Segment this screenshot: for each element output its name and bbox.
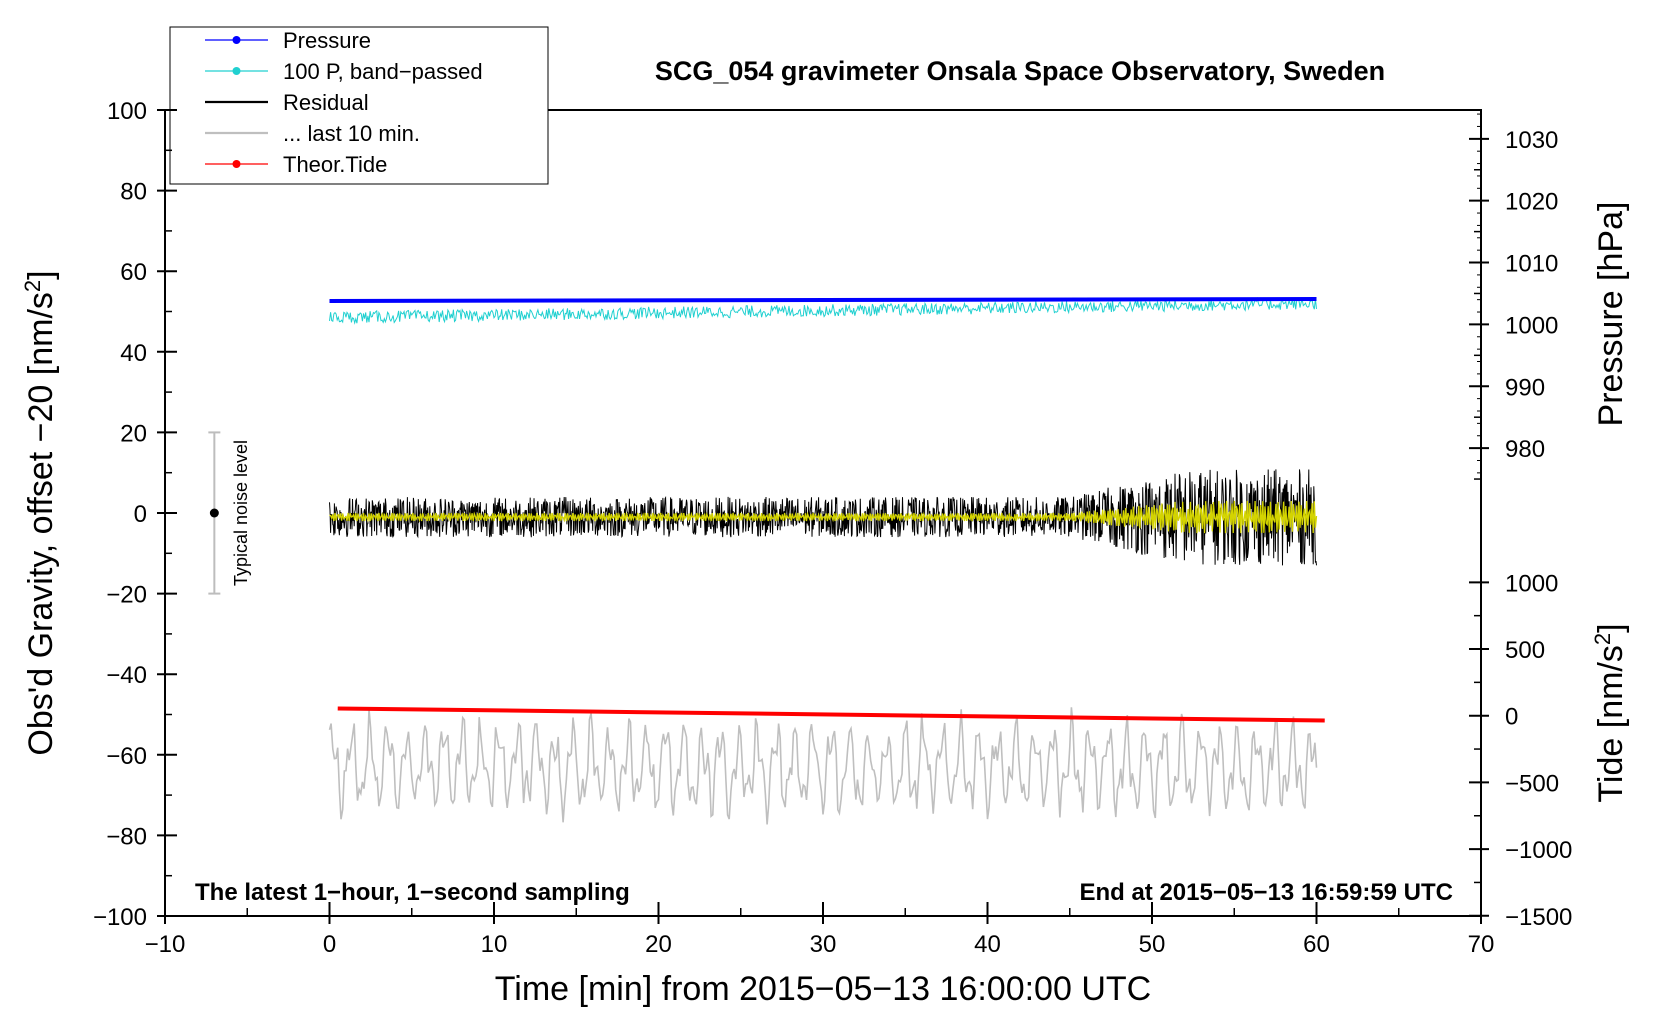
- y-axis: −100 −80 −60 −40 −20 0 20 40 60 80 100: [93, 98, 177, 931]
- y-tick-label: 20: [120, 420, 147, 447]
- pressure-tick-label: 1020: [1505, 189, 1558, 216]
- legend: Pressure 100 P, band−passed Residual ... la…: [169, 26, 549, 185]
- y-tick-label: −80: [106, 823, 147, 850]
- legend-box: [169, 26, 549, 185]
- series-band-passed-pressure: [329, 296, 1317, 325]
- x-tick-label: 20: [645, 931, 672, 958]
- legend-marker: [232, 160, 241, 168]
- pressure-axis: 980 990 1000 1010 1020 1030: [1469, 113, 1558, 480]
- pressure-axis-title: Pressure [hPa]: [1592, 202, 1630, 427]
- x-tick-label: 60: [1303, 931, 1330, 958]
- x-tick-label: 70: [1468, 931, 1495, 958]
- series-pressure: [329, 297, 1317, 304]
- pressure-tick-label: 990: [1505, 374, 1545, 401]
- noise-bar-label: Typical noise level: [231, 440, 251, 586]
- y-tick-label: 100: [107, 98, 147, 125]
- legend-label: Pressure: [283, 28, 371, 53]
- tide-tick-label: −1500: [1505, 904, 1572, 931]
- pressure-tick-label: 1030: [1505, 127, 1558, 154]
- pressure-tick-label: 1010: [1505, 251, 1558, 278]
- tide-tick-label: 500: [1505, 637, 1545, 664]
- y-tick-label: −20: [106, 582, 147, 609]
- tide-tick-label: −500: [1505, 770, 1559, 797]
- y-tick-label: 40: [120, 340, 147, 367]
- chart-title: SCG_054 gravimeter Onsala Space Observat…: [655, 56, 1385, 86]
- noise-bar: [208, 431, 221, 595]
- tide-tick-label: 0: [1505, 704, 1518, 731]
- note-left: The latest 1−hour, 1−second sampling: [195, 879, 630, 906]
- series-last-10-min: [328, 707, 1318, 825]
- y-tick-label: −40: [106, 662, 147, 689]
- pressure-tick-label: 980: [1505, 436, 1545, 463]
- noise-bar-center: [209, 508, 219, 518]
- legend-label: Residual: [283, 90, 369, 115]
- series-theoretical-tide: [337, 706, 1325, 723]
- legend-label: Theor.Tide: [283, 152, 387, 177]
- tide-axis: −1500 −1000 −500 0 500 1000: [1469, 570, 1572, 931]
- tide-tick-label: −1000: [1505, 837, 1572, 864]
- tide-tick-label: 1000: [1505, 570, 1558, 597]
- x-tick-label: 30: [810, 931, 837, 958]
- y-axis-title: Obs'd Gravity, offset −20 [nm/s2]: [20, 270, 61, 755]
- pressure-tick-label: 1000: [1505, 312, 1558, 339]
- x-tick-label: 10: [481, 931, 508, 958]
- y-tick-label: 60: [120, 259, 147, 286]
- x-axis-title: Time [min] from 2015−05−13 16:00:00 UTC: [495, 970, 1151, 1008]
- x-tick-label: 40: [974, 931, 1001, 958]
- legend-marker: [232, 67, 241, 75]
- y-tick-label: −60: [106, 743, 147, 770]
- x-tick-label: −10: [145, 931, 186, 958]
- tide-axis-title: Tide [nm/s2]: [1590, 623, 1631, 802]
- y-tick-label: 0: [134, 501, 147, 528]
- x-tick-label: 50: [1139, 931, 1166, 958]
- legend-marker: [232, 36, 241, 44]
- note-right: End at 2015−05−13 16:59:59 UTC: [1079, 879, 1453, 906]
- y-tick-label: 80: [120, 179, 147, 206]
- legend-label: ... last 10 min.: [283, 121, 420, 146]
- legend-label: 100 P, band−passed: [283, 59, 483, 84]
- x-tick-label: 0: [323, 931, 336, 958]
- x-axis: −10 0 10 20 30 40 50 60 70: [145, 902, 1495, 958]
- y-tick-label: −100: [93, 904, 147, 931]
- series-residual-smoothed: [329, 500, 1318, 534]
